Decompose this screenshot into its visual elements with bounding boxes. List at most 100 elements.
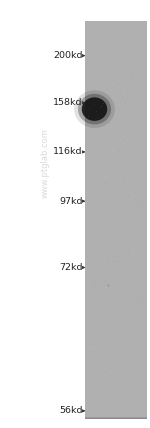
- Bar: [85, 367, 147, 418]
- Bar: [85, 33, 147, 417]
- Bar: [85, 181, 147, 417]
- Bar: [85, 402, 147, 418]
- Bar: [85, 363, 147, 418]
- Bar: [85, 45, 147, 417]
- Bar: [85, 277, 147, 418]
- Bar: [85, 310, 147, 418]
- Bar: [85, 361, 147, 418]
- Bar: [85, 315, 147, 418]
- Bar: [85, 349, 147, 418]
- Bar: [85, 387, 147, 418]
- Bar: [85, 122, 147, 417]
- Bar: [85, 303, 147, 418]
- Bar: [85, 417, 147, 418]
- Bar: [85, 365, 147, 418]
- Bar: [85, 341, 147, 418]
- Bar: [85, 203, 147, 417]
- Bar: [85, 26, 147, 417]
- Bar: [85, 285, 147, 418]
- Bar: [85, 317, 147, 418]
- Bar: [85, 213, 147, 417]
- Bar: [85, 354, 147, 418]
- Bar: [85, 50, 147, 417]
- Bar: [85, 129, 147, 417]
- Bar: [85, 141, 147, 417]
- Bar: [85, 230, 147, 417]
- Bar: [85, 329, 147, 418]
- Bar: [85, 392, 147, 418]
- Bar: [85, 394, 147, 418]
- Bar: [85, 119, 147, 417]
- Bar: [85, 333, 147, 418]
- Bar: [85, 110, 147, 417]
- Bar: [85, 147, 147, 417]
- Bar: [85, 70, 147, 417]
- Bar: [85, 133, 147, 417]
- Bar: [85, 238, 147, 417]
- Bar: [85, 286, 147, 418]
- Bar: [85, 71, 147, 417]
- Bar: [85, 325, 147, 418]
- Bar: [85, 250, 147, 418]
- Bar: [85, 98, 147, 417]
- Bar: [85, 362, 147, 418]
- Bar: [85, 95, 147, 417]
- Bar: [85, 170, 147, 417]
- Bar: [85, 385, 147, 418]
- Bar: [85, 270, 147, 418]
- Bar: [85, 413, 147, 418]
- Bar: [85, 163, 147, 417]
- Bar: [85, 275, 147, 418]
- Bar: [85, 175, 147, 417]
- Bar: [85, 218, 147, 417]
- Bar: [85, 254, 147, 418]
- Bar: [85, 210, 147, 417]
- Bar: [85, 306, 147, 418]
- Bar: [85, 293, 147, 418]
- Bar: [85, 107, 147, 417]
- Bar: [85, 195, 147, 417]
- Bar: [85, 287, 147, 418]
- Bar: [85, 232, 147, 417]
- Bar: [85, 281, 147, 418]
- Bar: [85, 298, 147, 418]
- Bar: [85, 389, 147, 418]
- Bar: [85, 343, 147, 418]
- Bar: [85, 279, 147, 418]
- Bar: [85, 338, 147, 418]
- Bar: [85, 66, 147, 417]
- Bar: [85, 377, 147, 418]
- Bar: [85, 43, 147, 417]
- Bar: [85, 111, 147, 417]
- Bar: [85, 194, 147, 417]
- Bar: [85, 271, 147, 418]
- Bar: [85, 291, 147, 418]
- Text: 56kd: 56kd: [59, 406, 82, 416]
- Bar: [85, 253, 147, 418]
- Bar: [85, 123, 147, 417]
- Bar: [85, 31, 147, 417]
- Bar: [85, 22, 147, 417]
- Bar: [85, 221, 147, 417]
- Bar: [85, 58, 147, 417]
- Bar: [85, 78, 147, 417]
- Bar: [85, 373, 147, 418]
- Bar: [85, 99, 147, 417]
- Bar: [85, 324, 147, 418]
- Bar: [85, 157, 147, 417]
- Bar: [85, 24, 147, 417]
- Bar: [85, 305, 147, 418]
- Bar: [85, 103, 147, 417]
- Bar: [85, 302, 147, 418]
- Bar: [85, 366, 147, 418]
- Bar: [85, 130, 147, 417]
- Bar: [85, 222, 147, 417]
- Bar: [85, 278, 147, 418]
- Bar: [85, 300, 147, 418]
- Ellipse shape: [82, 98, 107, 121]
- Bar: [85, 249, 147, 418]
- Bar: [85, 235, 147, 417]
- Ellipse shape: [74, 90, 115, 128]
- Bar: [85, 297, 147, 418]
- Bar: [85, 89, 147, 417]
